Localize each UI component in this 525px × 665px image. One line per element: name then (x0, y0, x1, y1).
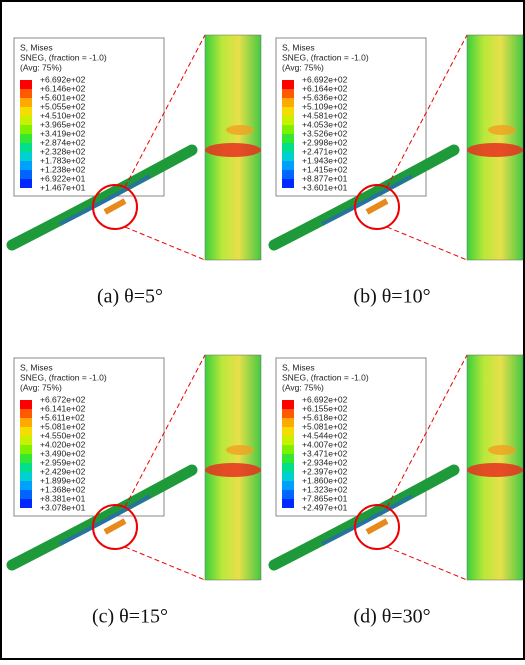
zoom-hotspot (226, 445, 254, 455)
legend-swatch (20, 463, 32, 472)
zoom-hotspot (226, 125, 254, 135)
legend-title: S, Mises (282, 42, 315, 52)
legend-swatch (282, 445, 294, 454)
legend-swatch (20, 436, 32, 445)
legend-swatch (282, 499, 294, 508)
legend-swatch (282, 179, 294, 188)
legend-title: S, Mises (282, 362, 315, 372)
legend-swatch (282, 170, 294, 179)
legend-swatch (282, 427, 294, 436)
legend-swatch (20, 143, 32, 152)
legend-swatch (20, 409, 32, 418)
zoom-hotspot (205, 143, 261, 157)
legend-swatch (20, 116, 32, 125)
legend-swatch (282, 89, 294, 98)
pipe-hotspot (367, 521, 387, 532)
legend-swatch (282, 161, 294, 170)
caption: (d) θ=30° (353, 606, 430, 628)
legend-subtitle: SNEG, (fraction = -1.0) (20, 52, 107, 62)
legend-swatch (20, 152, 32, 161)
legend-swatch (20, 134, 32, 143)
legend-subtitle: SNEG, (fraction = -1.0) (20, 372, 107, 382)
pipe-hotspot (367, 201, 387, 212)
legend-average: (Avg: 75%) (282, 62, 324, 72)
legend-swatch (282, 400, 294, 409)
legend-swatch (282, 472, 294, 481)
legend-value: +1.467e+01 (40, 182, 86, 192)
legend-swatch (20, 472, 32, 481)
zoom-line (125, 227, 205, 260)
legend-average: (Avg: 75%) (20, 62, 62, 72)
legend-swatch (282, 418, 294, 427)
legend-swatch (20, 427, 32, 436)
legend-swatch (282, 134, 294, 143)
zoom-hotspot (488, 125, 516, 135)
legend-title: S, Mises (20, 42, 53, 52)
legend-swatch (282, 463, 294, 472)
legend-swatch (282, 409, 294, 418)
legend-swatch (20, 400, 32, 409)
legend-subtitle: SNEG, (fraction = -1.0) (282, 52, 369, 62)
legend-value: +3.078e+01 (40, 502, 86, 512)
legend-swatch (20, 80, 32, 89)
legend-swatch (20, 499, 32, 508)
zoom-hotspot (488, 445, 516, 455)
legend-average: (Avg: 75%) (20, 382, 62, 392)
legend-value: +3.601e+01 (302, 182, 348, 192)
caption: (c) θ=15° (92, 606, 168, 628)
legend-swatch (20, 454, 32, 463)
legend-swatch (20, 98, 32, 107)
figure: S, MisesSNEG, (fraction = -1.0)(Avg: 75%… (0, 0, 525, 660)
legend-swatch (282, 490, 294, 499)
pipe-hotspot (105, 521, 125, 532)
legend-swatch (20, 161, 32, 170)
legend-swatch (282, 143, 294, 152)
legend-value: +2.497e+01 (302, 502, 348, 512)
panel: S, MisesSNEG, (fraction = -1.0)(Avg: 75%… (274, 355, 523, 628)
legend-swatch (20, 445, 32, 454)
legend-swatch (282, 98, 294, 107)
zoom-hotspot (467, 463, 523, 477)
legend-swatch (282, 152, 294, 161)
legend-swatch (20, 170, 32, 179)
legend-swatch (282, 116, 294, 125)
zoom-hotspot (467, 143, 523, 157)
legend-average: (Avg: 75%) (282, 382, 324, 392)
legend-swatch (282, 107, 294, 116)
legend-swatch (282, 454, 294, 463)
legend-swatch (20, 490, 32, 499)
legend-title: S, Mises (20, 362, 53, 372)
caption: (a) θ=5° (97, 286, 163, 308)
legend-swatch (20, 179, 32, 188)
legend-swatch (20, 89, 32, 98)
legend-swatch (282, 80, 294, 89)
zoom-line (125, 547, 205, 580)
zoom-hotspot (205, 463, 261, 477)
legend-subtitle: SNEG, (fraction = -1.0) (282, 372, 369, 382)
legend-swatch (20, 481, 32, 490)
zoom-line (387, 227, 467, 260)
legend-swatch (282, 125, 294, 134)
caption: (b) θ=10° (353, 286, 430, 308)
legend-swatch (282, 481, 294, 490)
pipe-hotspot (105, 201, 125, 212)
legend-swatch (20, 125, 32, 134)
legend-swatch (282, 436, 294, 445)
zoom-line (387, 547, 467, 580)
legend-swatch (20, 418, 32, 427)
legend-swatch (20, 107, 32, 116)
